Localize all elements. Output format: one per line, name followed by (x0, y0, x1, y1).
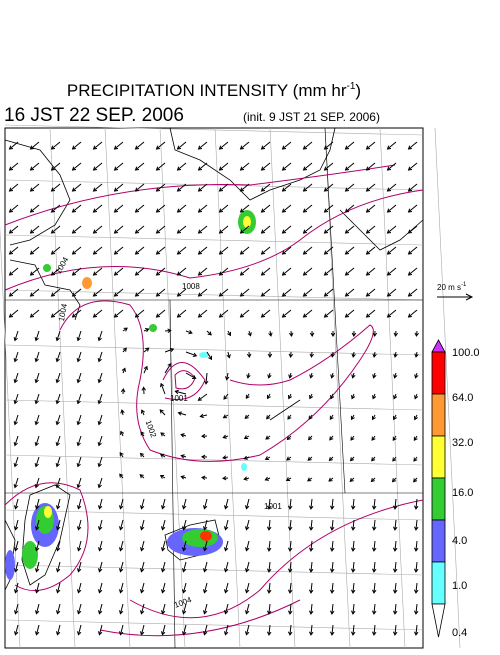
colorbar-bottom-triangle (432, 604, 445, 637)
precip-area (243, 216, 251, 228)
wind-legend-exponent: -1 (461, 282, 467, 288)
precip-area (22, 541, 38, 569)
colorbar-box (432, 352, 445, 394)
map-area: 1004 1008 1004 1001 1002 1001 1004 (0, 125, 460, 648)
valid-time: 16 JST 22 SEP. 2006 (4, 105, 184, 126)
colorbar-label: 4.0 (452, 535, 467, 547)
precip-area (5, 550, 15, 580)
colorbar-top-triangle (432, 340, 445, 352)
colorbar-box (432, 562, 445, 604)
wind-legend-text: 20 m s (437, 283, 461, 292)
precip-area (200, 531, 212, 541)
colorbar-labels: 100.0 64.0 32.0 16.0 4.0 1.0 0.4 (452, 347, 480, 639)
colorbar-label: 0.4 (452, 627, 467, 639)
title-text: PRECIPITATION INTENSITY (mm hr (67, 81, 347, 100)
precip-area (241, 463, 247, 471)
precip-area (44, 506, 52, 518)
precip-area (182, 529, 218, 547)
colorbar-box (432, 436, 445, 478)
colorbar-box (432, 520, 445, 562)
colorbar-label: 32.0 (452, 437, 473, 449)
colorbar-box (432, 394, 445, 436)
wind-legend-label: 20 m s-1 (437, 282, 467, 292)
colorbar (432, 340, 445, 637)
colorbar-label: 1.0 (452, 580, 467, 592)
precip-area (149, 324, 157, 332)
title-close: ) (355, 81, 361, 100)
init-time: (init. 9 JST 21 SEP. 2006) (243, 110, 380, 124)
colorbar-label: 64.0 (452, 392, 473, 404)
wind-legend: 20 m s-1 (437, 282, 472, 300)
precip-area (43, 264, 51, 272)
contour-label: 1008 (182, 282, 200, 291)
colorbar-box (432, 478, 445, 520)
contour-label: 1001 (264, 502, 282, 511)
title: PRECIPITATION INTENSITY (mm hr-1) (67, 81, 361, 100)
precip-area (82, 277, 92, 289)
contour-label: 1001 (170, 394, 188, 403)
colorbar-label: 100.0 (452, 347, 480, 359)
colorbar-label: 16.0 (452, 487, 473, 499)
